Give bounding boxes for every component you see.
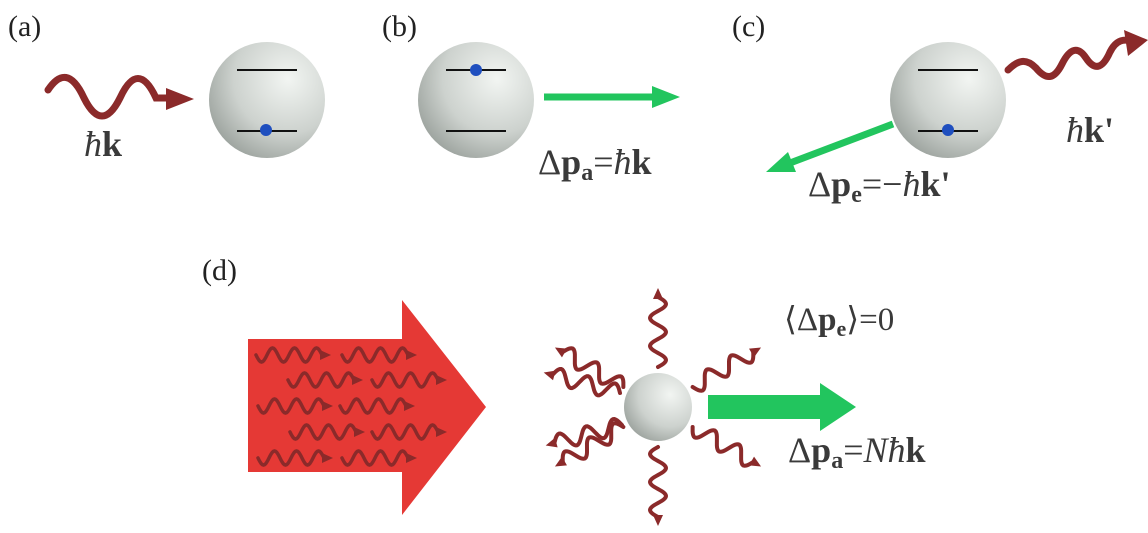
recoil-momentum-label: Δpe=−ħk'	[808, 164, 951, 208]
beam-photon	[286, 371, 363, 389]
net-momentum-arrowhead	[820, 383, 856, 431]
beam-photon	[370, 423, 447, 441]
absorption-kick-arrowhead	[652, 86, 680, 108]
electron	[470, 64, 482, 76]
emitted-photon-arrowhead	[1124, 30, 1148, 56]
scattered-photon	[690, 425, 762, 468]
scattered-photon	[554, 346, 626, 389]
panel-d: (d) ⟨Δpe⟩=0 Δpa=Nħk	[202, 254, 926, 526]
panel-d-label: (d)	[202, 254, 237, 287]
beam-photon	[340, 449, 417, 467]
beam-photon	[288, 423, 365, 441]
atom	[624, 373, 692, 441]
scattered-photon	[647, 445, 669, 526]
electron	[260, 124, 272, 136]
beam-photon	[254, 346, 331, 364]
atom	[418, 42, 534, 158]
laser-beam-arrow	[248, 300, 486, 515]
atom	[890, 42, 1006, 158]
atom	[209, 42, 325, 158]
beam-photon	[338, 397, 415, 415]
absorption-momentum-label: Δpa=ħk	[538, 142, 652, 186]
scattered-photon	[554, 421, 626, 467]
average-emission-momentum-label: ⟨Δpe⟩=0	[784, 302, 894, 341]
panel-b-label: (b)	[382, 10, 417, 43]
emitted-photon-label: ħk'	[1066, 110, 1114, 150]
scattered-photons	[543, 288, 762, 526]
panel-c: (c) ħk' Δpe=−ħk'	[732, 10, 1148, 208]
electron	[942, 124, 954, 136]
beam-photon	[340, 346, 417, 364]
recoil-kick-arrow-shaft	[788, 120, 895, 167]
photon-momentum-label: ħk	[84, 124, 122, 164]
photon-arrowhead	[166, 88, 194, 110]
panel-a-label: (a)	[8, 10, 41, 43]
panel-c-label: (c)	[732, 10, 765, 43]
beam-photon	[256, 397, 333, 415]
beam-photon	[370, 371, 447, 389]
panel-a: (a) ħk	[8, 10, 325, 164]
scattered-photon	[545, 417, 624, 448]
beam-photon	[256, 449, 333, 467]
recoil-kick-arrowhead	[766, 152, 796, 172]
panel-b: (b) Δpa=ħk	[382, 10, 680, 186]
scattered-photon	[647, 288, 669, 369]
net-absorption-momentum-label: Δpa=Nħk	[788, 430, 926, 474]
scattered-photon	[543, 366, 622, 398]
scattered-photon	[690, 347, 762, 393]
emitted-photon-wave	[1004, 36, 1138, 80]
incoming-photon-wave	[44, 74, 174, 120]
beam-photon-waves	[254, 346, 447, 467]
